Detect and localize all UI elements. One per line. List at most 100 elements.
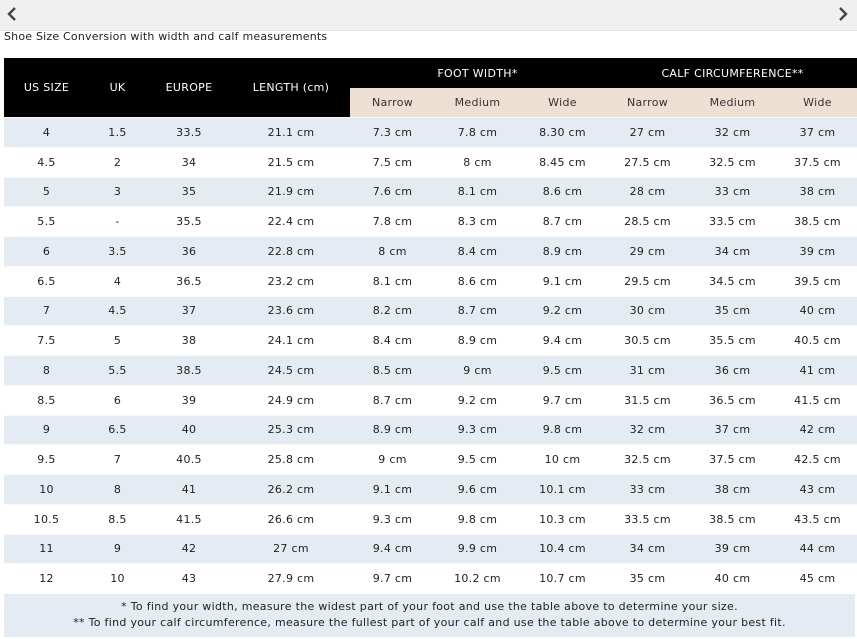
cell-calf-narrow: 33.5 cm	[605, 503, 690, 534]
cell-calf-medium: 35.5 cm	[690, 325, 775, 356]
cell-width-wide: 8.9 cm	[520, 236, 605, 267]
cell-calf-narrow: 35 cm	[605, 563, 690, 594]
table-row: 6 3.5 36 22.8 cm 8 cm 8.4 cm 8.9 cm 29 cm 34 cm 3…	[4, 236, 857, 267]
cell-width-wide: 9.4 cm	[520, 325, 605, 356]
cell-width-wide: 9.1 cm	[520, 265, 605, 296]
cell-uk: 7	[89, 444, 146, 475]
cell-europe: 35	[146, 176, 232, 207]
cell-width-narrow: 9.7 cm	[350, 563, 435, 594]
cell-width-wide: 9.7 cm	[520, 384, 605, 415]
cell-europe: 33.5	[146, 117, 232, 148]
table-row: 5 3 35 21.9 cm 7.6 cm 8.1 cm 8.6 cm 28 cm 33 cm 3…	[4, 176, 857, 207]
cell-uk: 10	[89, 563, 146, 594]
cell-calf-narrow: 33 cm	[605, 474, 690, 505]
cell-calf-medium: 38 cm	[690, 474, 775, 505]
cell-width-wide: 10 cm	[520, 444, 605, 475]
cell-width-medium: 8.9 cm	[435, 325, 520, 356]
cell-width-medium: 9.2 cm	[435, 384, 520, 415]
cell-europe: 34	[146, 146, 232, 177]
cell-calf-narrow: 29 cm	[605, 236, 690, 267]
cell-length: 27.9 cm	[232, 563, 350, 594]
cell-calf-wide: 44 cm	[775, 533, 857, 564]
cell-width-narrow: 8.1 cm	[350, 265, 435, 296]
cell-calf-medium: 34.5 cm	[690, 265, 775, 296]
cell-width-medium: 9 cm	[435, 355, 520, 386]
chevron-left-icon[interactable]	[4, 5, 20, 23]
table-row: 4.5 2 34 21.5 cm 7.5 cm 8 cm 8.45 cm 27.5 cm 32.…	[4, 146, 857, 177]
cell-length: 23.2 cm	[232, 265, 350, 296]
cell-uk: 1.5	[89, 117, 146, 148]
table-row: 8 5.5 38.5 24.5 cm 8.5 cm 9 cm 9.5 cm 31 cm 36 c…	[4, 355, 857, 386]
subheader-calf-medium: Medium	[690, 88, 775, 118]
cell-calf-medium: 36.5 cm	[690, 384, 775, 415]
cell-width-narrow: 7.3 cm	[350, 117, 435, 148]
cell-calf-narrow: 32.5 cm	[605, 444, 690, 475]
cell-us-size: 6	[4, 236, 89, 267]
cell-length: 24.9 cm	[232, 384, 350, 415]
cell-us-size: 9.5	[4, 444, 89, 475]
cell-width-medium: 9.8 cm	[435, 503, 520, 534]
cell-europe: 43	[146, 563, 232, 594]
header-foot-width: FOOT WIDTH*	[350, 58, 605, 88]
cell-width-wide: 9.2 cm	[520, 295, 605, 326]
cell-width-wide: 10.3 cm	[520, 503, 605, 534]
table-row: 7 4.5 37 23.6 cm 8.2 cm 8.7 cm 9.2 cm 30 cm 35 c…	[4, 295, 857, 326]
cell-europe: 40.5	[146, 444, 232, 475]
cell-calf-narrow: 28 cm	[605, 176, 690, 207]
cell-calf-narrow: 34 cm	[605, 533, 690, 564]
cell-calf-wide: 41.5 cm	[775, 384, 857, 415]
cell-calf-medium: 37.5 cm	[690, 444, 775, 475]
table-body: 4 1.5 33.5 21.1 cm 7.3 cm 7.8 cm 8.30 cm 27 cm 3…	[4, 117, 857, 594]
cell-width-narrow: 7.5 cm	[350, 146, 435, 177]
cell-uk: 6.5	[89, 414, 146, 445]
cell-calf-wide: 37 cm	[775, 117, 857, 148]
table-row: 9 6.5 40 25.3 cm 8.9 cm 9.3 cm 9.8 cm 32 cm 37 c…	[4, 414, 857, 445]
cell-calf-medium: 33.5 cm	[690, 206, 775, 237]
cell-uk: 9	[89, 533, 146, 564]
cell-europe: 35.5	[146, 206, 232, 237]
chevron-right-icon[interactable]	[835, 5, 851, 23]
cell-length: 23.6 cm	[232, 295, 350, 326]
cell-width-medium: 10.2 cm	[435, 563, 520, 594]
cell-width-narrow: 9 cm	[350, 444, 435, 475]
size-conversion-table: US SIZE UK EUROPE LENGTH (cm) FOOT WIDTH…	[4, 58, 857, 594]
cell-europe: 40	[146, 414, 232, 445]
cell-calf-medium: 40 cm	[690, 563, 775, 594]
cell-calf-narrow: 28.5 cm	[605, 206, 690, 237]
cell-length: 27 cm	[232, 533, 350, 564]
cell-calf-wide: 39.5 cm	[775, 265, 857, 296]
cell-calf-medium: 34 cm	[690, 236, 775, 267]
subheader-calf-narrow: Narrow	[605, 88, 690, 118]
cell-us-size: 6.5	[4, 265, 89, 296]
cell-us-size: 5.5	[4, 206, 89, 237]
cell-width-medium: 8.3 cm	[435, 206, 520, 237]
carousel-nav	[0, 0, 857, 31]
cell-width-medium: 8.6 cm	[435, 265, 520, 296]
cell-width-narrow: 9.4 cm	[350, 533, 435, 564]
cell-width-medium: 9.5 cm	[435, 444, 520, 475]
footnote-calf: ** To find your calf circumference, meas…	[73, 616, 786, 629]
footnotes: * To find your width, measure the widest…	[4, 594, 855, 637]
cell-calf-medium: 32.5 cm	[690, 146, 775, 177]
cell-width-wide: 10.4 cm	[520, 533, 605, 564]
table-row: 11 9 42 27 cm 9.4 cm 9.9 cm 10.4 cm 34 cm 39 cm 4…	[4, 533, 857, 564]
cell-length: 26.6 cm	[232, 503, 350, 534]
cell-length: 26.2 cm	[232, 474, 350, 505]
cell-calf-wide: 39 cm	[775, 236, 857, 267]
footnote-width: * To find your width, measure the widest…	[121, 600, 738, 613]
cell-width-wide: 10.1 cm	[520, 474, 605, 505]
cell-length: 25.8 cm	[232, 444, 350, 475]
header-uk: UK	[89, 58, 146, 118]
cell-us-size: 7	[4, 295, 89, 326]
cell-calf-medium: 36 cm	[690, 355, 775, 386]
cell-us-size: 8	[4, 355, 89, 386]
cell-width-wide: 8.7 cm	[520, 206, 605, 237]
cell-calf-narrow: 32 cm	[605, 414, 690, 445]
table-row: 10.5 8.5 41.5 26.6 cm 9.3 cm 9.8 cm 10.3 cm 33.…	[4, 503, 857, 534]
cell-width-medium: 9.3 cm	[435, 414, 520, 445]
cell-calf-wide: 37.5 cm	[775, 146, 857, 177]
subheader-calf-wide: Wide	[775, 88, 857, 118]
table-row: 12 10 43 27.9 cm 9.7 cm 10.2 cm 10.7 cm 35 cm 40…	[4, 563, 857, 594]
cell-calf-medium: 37 cm	[690, 414, 775, 445]
cell-us-size: 12	[4, 563, 89, 594]
